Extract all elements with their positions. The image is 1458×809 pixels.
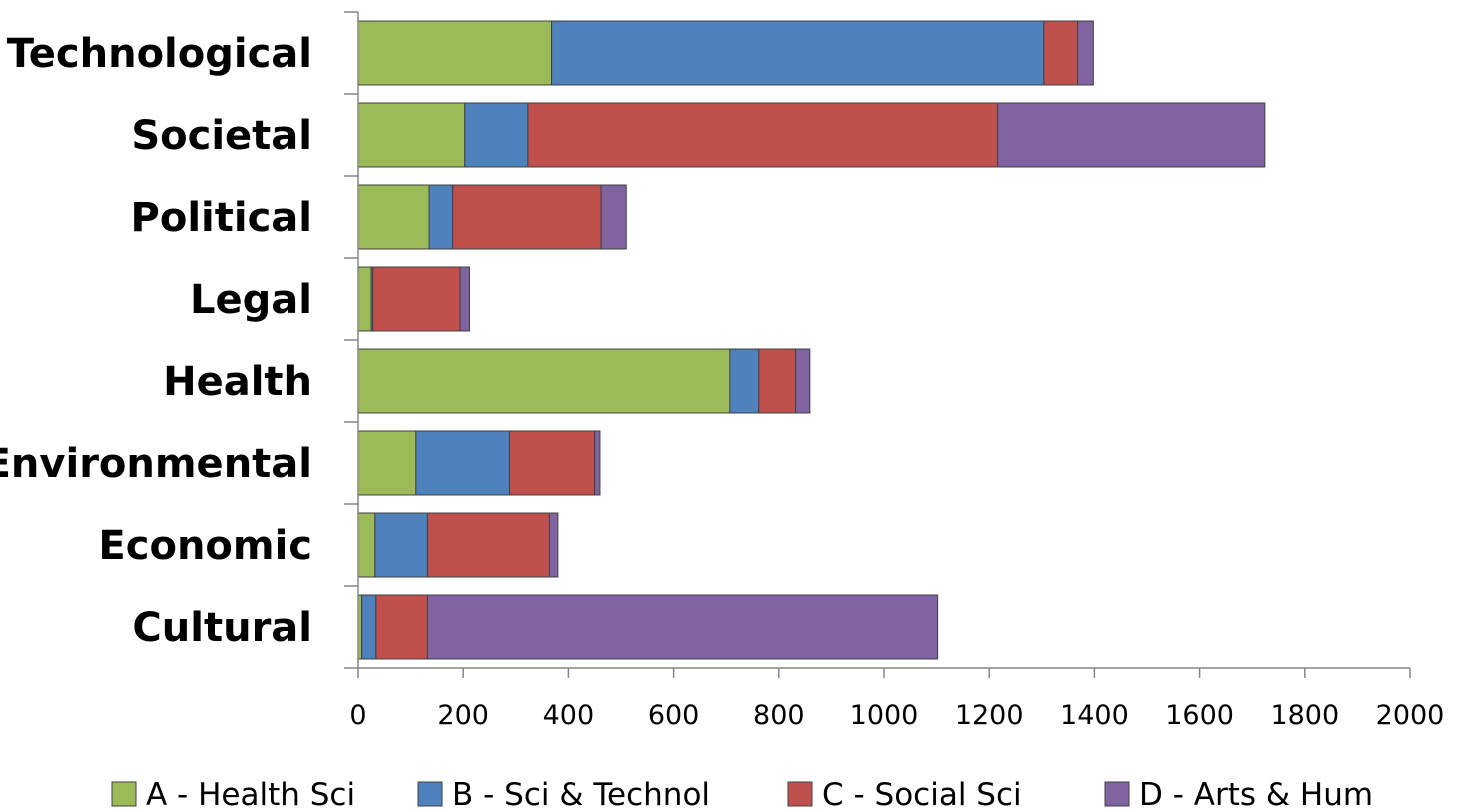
- category-labels: Technological Societal Political Legal Healt…: [0, 31, 312, 651]
- x-tick-label: 1400: [1060, 700, 1129, 731]
- bar-political-series-0: [357, 184, 430, 250]
- bar-environmental-series-1: [415, 430, 510, 496]
- x-tick-label: 400: [543, 700, 595, 731]
- x-tick-label: 600: [648, 700, 700, 731]
- category-label: Environmental: [0, 441, 312, 487]
- bar-economic-series-2: [426, 512, 550, 578]
- bar-economic-series-3: [548, 512, 559, 578]
- bar-technological-series-3: [1077, 20, 1094, 86]
- bar-health-series-2: [758, 348, 797, 414]
- category-label: Economic: [98, 523, 312, 569]
- bar-health-series-1: [729, 348, 760, 414]
- category-label: Societal: [131, 113, 312, 159]
- legend-label: B - Sci & Technol: [452, 777, 710, 809]
- axes: [344, 11, 1411, 678]
- legend-label: C - Social Sci: [822, 777, 1022, 809]
- bar-political-series-2: [452, 184, 602, 250]
- legend-swatch: [787, 781, 813, 807]
- legend-swatch: [1104, 781, 1130, 807]
- legend: A - Health Sci B - Sci & Technol C - Socia…: [111, 777, 1373, 809]
- x-tick-label: 1800: [1270, 700, 1339, 731]
- category-label: Cultural: [132, 605, 312, 651]
- bar-societal-series-1: [464, 102, 529, 168]
- bar-technological-series-0: [357, 20, 553, 86]
- bar-societal-series-2: [527, 102, 999, 168]
- bar-health-series-0: [357, 348, 731, 414]
- bar-economic-series-1: [374, 512, 428, 578]
- legend-label: A - Health Sci: [146, 777, 355, 809]
- bar-environmental-series-3: [594, 430, 601, 496]
- x-tick-label: 0: [349, 700, 366, 731]
- bar-technological-series-1: [551, 20, 1045, 86]
- bar-legal-series-0: [357, 266, 372, 332]
- bar-cultural-series-1: [361, 594, 377, 660]
- bar-societal-series-3: [997, 102, 1266, 168]
- bar-political-series-1: [428, 184, 454, 250]
- legend-swatch: [111, 781, 137, 807]
- bars-group: [357, 20, 1266, 660]
- category-label: Technological: [7, 31, 312, 77]
- category-label: Legal: [190, 277, 312, 323]
- bar-environmental-series-0: [357, 430, 417, 496]
- bar-technological-series-2: [1043, 20, 1079, 86]
- x-tick-label: 1600: [1165, 700, 1234, 731]
- bar-legal-series-2: [372, 266, 461, 332]
- x-tick-labels: 0 200 400 600 800 1000 1200 1400 1600 1800 2000: [349, 700, 1444, 731]
- bar-environmental-series-2: [508, 430, 596, 496]
- legend-label: D - Arts & Hum: [1139, 777, 1373, 809]
- x-tick-label: 1000: [850, 700, 919, 731]
- legend-swatch: [417, 781, 443, 807]
- bar-legal-series-3: [459, 266, 471, 332]
- bar-economic-series-0: [357, 512, 376, 578]
- bar-cultural-series-3: [426, 594, 939, 660]
- category-label: Political: [131, 195, 312, 241]
- x-tick-label: 2000: [1376, 700, 1445, 731]
- bar-political-series-3: [600, 184, 627, 250]
- bar-cultural-series-2: [375, 594, 428, 660]
- bar-societal-series-0: [357, 102, 466, 168]
- category-label: Health: [163, 359, 312, 405]
- x-tick-label: 1200: [955, 700, 1024, 731]
- x-tick-label: 200: [437, 700, 489, 731]
- bar-health-series-3: [795, 348, 811, 414]
- x-tick-label: 800: [753, 700, 805, 731]
